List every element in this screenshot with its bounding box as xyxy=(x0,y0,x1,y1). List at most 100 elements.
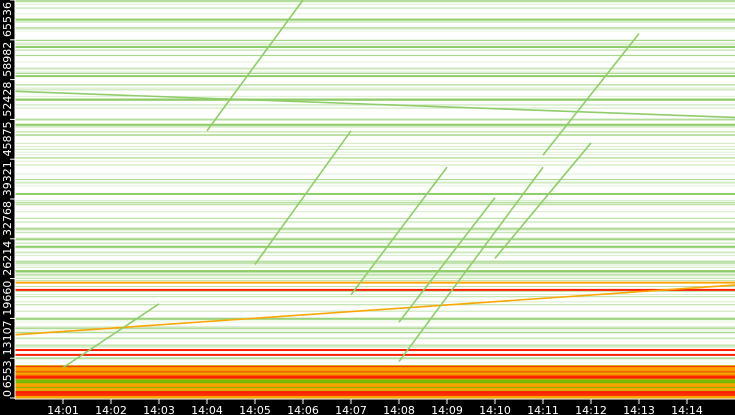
sparse-row xyxy=(15,200,735,202)
dense-row xyxy=(15,365,735,367)
sparse-row xyxy=(15,30,735,32)
sparse-row xyxy=(15,229,735,231)
x-tick-label: 14:07 xyxy=(335,404,367,415)
sparse-row xyxy=(15,54,735,56)
sparse-row xyxy=(15,181,735,183)
sparse-row xyxy=(15,328,735,330)
horizontal-band xyxy=(15,123,735,126)
sparse-row xyxy=(15,87,735,89)
sparse-row xyxy=(15,28,735,30)
y-tick-label: 6553 xyxy=(1,360,14,388)
sparse-row xyxy=(15,107,735,109)
sparse-row xyxy=(15,264,735,266)
sparse-row xyxy=(15,275,735,277)
sparse-row xyxy=(15,203,735,205)
sparse-row xyxy=(15,71,735,73)
sparse-row xyxy=(15,0,735,2)
x-tick-label: 14:05 xyxy=(239,404,271,415)
sparse-row xyxy=(15,131,735,133)
sparse-row xyxy=(15,44,735,46)
sparse-row xyxy=(15,271,735,273)
sparse-row xyxy=(15,179,735,181)
y-tick-label: 65536 xyxy=(1,2,14,37)
sparse-row xyxy=(15,118,735,120)
sparse-row xyxy=(15,125,735,127)
sparse-row xyxy=(15,344,735,346)
sparse-row xyxy=(15,69,735,71)
sparse-row xyxy=(15,119,735,121)
trend-line xyxy=(542,33,640,156)
trend-line xyxy=(398,197,496,323)
sparse-row xyxy=(15,134,735,136)
sparse-row xyxy=(15,39,735,41)
dense-row xyxy=(15,384,735,388)
sparse-row xyxy=(15,154,735,156)
horizontal-band xyxy=(15,353,735,356)
horizontal-band xyxy=(15,75,735,78)
sparse-row xyxy=(15,61,735,63)
sparse-row xyxy=(15,358,735,360)
sparse-row xyxy=(15,185,735,187)
horizontal-band xyxy=(15,45,735,48)
sparse-row xyxy=(15,202,735,204)
sparse-row xyxy=(15,227,735,229)
dense-row xyxy=(15,391,735,394)
sparse-row xyxy=(15,211,735,213)
sparse-row xyxy=(15,247,735,249)
trend-line xyxy=(14,90,735,119)
sparse-row xyxy=(15,254,735,256)
trend-line xyxy=(62,303,160,369)
sparse-row xyxy=(15,22,735,24)
dense-row xyxy=(15,395,735,398)
x-tick-label: 14:12 xyxy=(575,404,607,415)
sparse-row xyxy=(15,151,735,153)
sparse-row xyxy=(15,173,735,175)
sparse-row xyxy=(15,318,735,320)
dense-row xyxy=(15,393,735,396)
sparse-row xyxy=(15,294,735,296)
x-tick-label: 14:10 xyxy=(479,404,511,415)
sparse-row xyxy=(15,231,735,233)
sparse-row xyxy=(15,238,735,240)
trend-line xyxy=(254,130,352,265)
sparse-row xyxy=(15,242,735,244)
sparse-row xyxy=(15,21,735,23)
sparse-row xyxy=(15,290,735,292)
sparse-row xyxy=(15,274,735,276)
sparse-row xyxy=(15,157,735,159)
sparse-row xyxy=(15,221,735,223)
sparse-row xyxy=(15,251,735,253)
sparse-row xyxy=(15,279,735,281)
sparse-row xyxy=(15,327,735,329)
x-tick-label: 14:13 xyxy=(623,404,655,415)
x-tick-label: 14:09 xyxy=(431,404,463,415)
horizontal-band xyxy=(15,98,735,101)
sparse-row xyxy=(15,131,735,133)
sparse-row xyxy=(15,304,735,306)
sparse-row xyxy=(15,222,735,224)
horizontal-band xyxy=(15,192,735,195)
trend-line xyxy=(350,166,448,296)
sparse-row xyxy=(15,1,735,3)
y-tick-label: 39321 xyxy=(1,161,14,196)
sparse-row xyxy=(15,183,735,185)
sparse-row xyxy=(15,42,735,44)
sparse-row xyxy=(15,321,735,323)
sparse-row xyxy=(15,164,735,166)
sparse-row xyxy=(15,272,735,274)
sparse-row xyxy=(15,326,735,328)
sparse-row xyxy=(15,239,735,241)
sparse-row xyxy=(15,317,735,319)
sparse-row xyxy=(15,84,735,86)
sparse-row xyxy=(15,232,735,234)
sparse-row xyxy=(15,319,735,321)
sparse-row xyxy=(15,337,735,339)
sparse-row xyxy=(15,204,735,206)
sparse-row xyxy=(15,228,735,230)
sparse-row xyxy=(15,277,735,279)
sparse-row xyxy=(15,357,735,359)
trend-line xyxy=(14,284,735,336)
horizontal-band xyxy=(15,18,735,21)
